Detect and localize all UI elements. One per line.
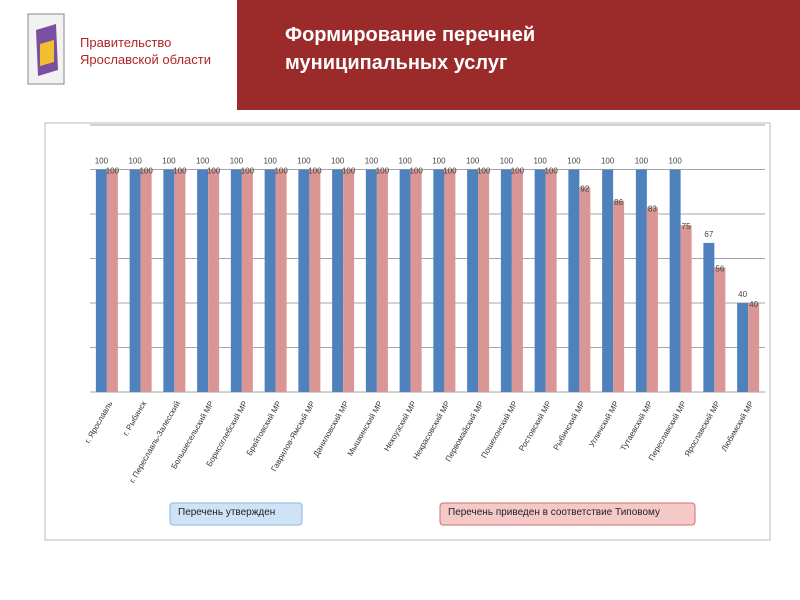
value-label: 56 bbox=[715, 265, 724, 274]
bar bbox=[680, 225, 692, 392]
value-label: 100 bbox=[500, 157, 514, 166]
bar bbox=[208, 169, 220, 392]
bar bbox=[602, 169, 614, 392]
value-label: 100 bbox=[544, 167, 558, 176]
value-label: 100 bbox=[376, 167, 390, 176]
legend-box bbox=[169, 502, 303, 526]
bar bbox=[579, 187, 591, 392]
value-label: 100 bbox=[230, 157, 244, 166]
bar bbox=[241, 169, 253, 392]
bar bbox=[332, 169, 344, 392]
legend-box bbox=[439, 502, 696, 526]
logo-shape bbox=[40, 40, 54, 66]
value-label: 100 bbox=[308, 167, 322, 176]
bar bbox=[467, 169, 479, 392]
bar bbox=[500, 169, 512, 392]
value-label: 100 bbox=[432, 157, 446, 166]
value-label: 100 bbox=[207, 167, 221, 176]
bar bbox=[703, 242, 715, 392]
legend-label: Перечень приведен в соответствие Типовом… bbox=[448, 507, 660, 518]
value-label: 100 bbox=[263, 157, 277, 166]
value-label: 100 bbox=[409, 167, 423, 176]
value-label: 100 bbox=[196, 157, 210, 166]
value-label: 83 bbox=[648, 204, 657, 213]
bar bbox=[444, 169, 456, 392]
legend-label: Перечень утвержден bbox=[178, 507, 275, 518]
bar bbox=[95, 169, 107, 392]
bar bbox=[399, 169, 411, 392]
value-label: 40 bbox=[738, 290, 747, 299]
bar bbox=[197, 169, 209, 392]
bar bbox=[635, 169, 647, 392]
bar bbox=[534, 169, 546, 392]
bar bbox=[140, 169, 152, 392]
bar bbox=[163, 169, 175, 392]
value-label: 100 bbox=[635, 157, 649, 166]
value-label: 40 bbox=[749, 300, 758, 309]
value-label: 92 bbox=[580, 184, 589, 193]
bar bbox=[230, 169, 242, 392]
value-label: 100 bbox=[241, 167, 255, 176]
bar bbox=[376, 169, 388, 392]
value-label: 100 bbox=[173, 167, 187, 176]
bar bbox=[275, 169, 287, 392]
value-label: 75 bbox=[682, 222, 691, 231]
value-label: 100 bbox=[162, 157, 176, 166]
value-label: 100 bbox=[511, 167, 525, 176]
bar bbox=[309, 169, 321, 392]
value-label: 100 bbox=[533, 157, 547, 166]
bar bbox=[264, 169, 276, 392]
bar bbox=[511, 169, 523, 392]
value-label: 100 bbox=[477, 167, 491, 176]
value-label: 100 bbox=[297, 157, 311, 166]
value-label: 100 bbox=[443, 167, 457, 176]
bar bbox=[714, 267, 726, 392]
bar bbox=[129, 169, 141, 392]
bar bbox=[433, 169, 445, 392]
bar bbox=[568, 169, 580, 392]
bar bbox=[478, 169, 490, 392]
header-band bbox=[237, 0, 800, 110]
bar bbox=[646, 207, 658, 392]
value-label: 100 bbox=[398, 157, 412, 166]
slide-title: Формирование перечней муниципальных услуг bbox=[285, 24, 535, 74]
value-label: 100 bbox=[365, 157, 379, 166]
org-name: Правительство Ярославской области bbox=[80, 35, 211, 67]
bar bbox=[343, 169, 355, 392]
value-label: 100 bbox=[106, 167, 120, 176]
value-label: 100 bbox=[466, 157, 480, 166]
value-label: 100 bbox=[331, 157, 345, 166]
value-label: 86 bbox=[614, 198, 623, 207]
value-label: 100 bbox=[274, 167, 288, 176]
value-label: 100 bbox=[342, 167, 356, 176]
bar bbox=[365, 169, 377, 392]
value-label: 100 bbox=[139, 167, 153, 176]
bar bbox=[545, 169, 557, 392]
value-label: 67 bbox=[704, 230, 713, 239]
bar bbox=[298, 169, 310, 392]
value-label: 100 bbox=[128, 157, 142, 166]
value-label: 100 bbox=[95, 157, 109, 166]
bar bbox=[174, 169, 186, 392]
bar bbox=[613, 200, 625, 392]
bar bbox=[106, 169, 118, 392]
bar bbox=[410, 169, 422, 392]
bar bbox=[737, 303, 749, 392]
value-label: 100 bbox=[601, 157, 615, 166]
value-label: 100 bbox=[567, 157, 581, 166]
bar bbox=[748, 303, 760, 392]
value-label: 100 bbox=[668, 157, 682, 166]
bar bbox=[669, 169, 681, 392]
